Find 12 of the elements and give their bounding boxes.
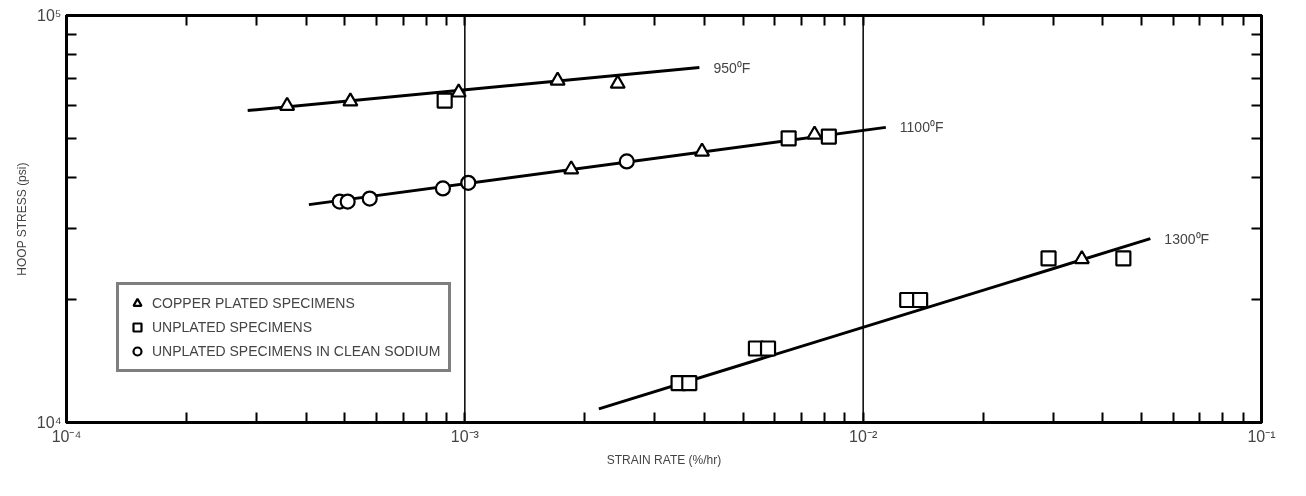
x-tick-label: 10⁻³ (450, 427, 480, 445)
x-axis-title: STRAIN RATE (%/hr) (606, 452, 722, 467)
y-axis-title: HOOP STRESS (psi) (14, 162, 29, 276)
x-tick-label: 10⁻² (849, 427, 878, 445)
legend-label: UNPLATED SPECIMENS (152, 319, 312, 335)
legend-label: COPPER PLATED SPECIMENS (152, 295, 355, 311)
annotation: 950⁰F (713, 59, 751, 76)
annotation: 1100⁰F (899, 119, 944, 136)
annotation: 1300⁰F (1164, 230, 1210, 247)
x-tick-label: 10⁻¹ (1247, 427, 1276, 445)
y-tick-label: 10⁵ (37, 7, 62, 24)
legend-label: UNPLATED SPECIMENS IN CLEAN SODIUM (152, 343, 441, 359)
